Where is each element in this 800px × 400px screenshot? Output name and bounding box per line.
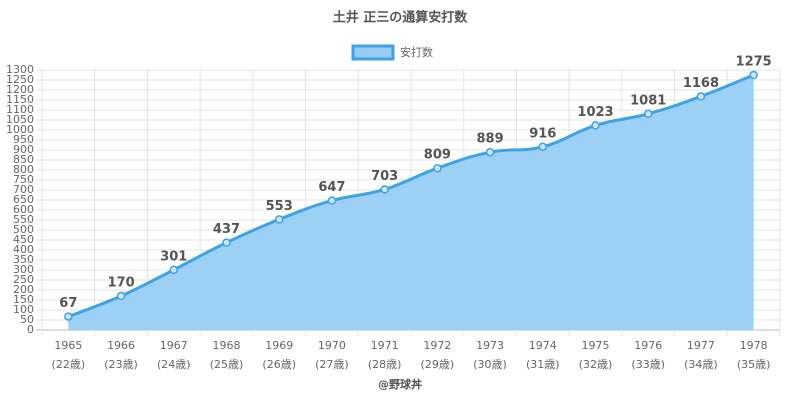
x-tick-sublabel: (25歳) xyxy=(210,358,244,371)
data-label: 301 xyxy=(160,249,187,264)
y-tick-label: 300 xyxy=(13,263,34,276)
x-tick-label: 1975 xyxy=(582,339,610,352)
y-tick-label: 850 xyxy=(13,153,34,166)
x-tick-sublabel: (31歳) xyxy=(526,358,560,371)
y-tick-label: 800 xyxy=(13,163,34,176)
point xyxy=(696,92,706,101)
y-tick-label: 750 xyxy=(13,173,34,186)
data-label: 1168 xyxy=(683,76,719,91)
x-tick-label: 1965 xyxy=(54,339,82,352)
y-tick-label: 500 xyxy=(13,223,34,236)
data-label: 889 xyxy=(477,132,504,147)
y-tick-label: 350 xyxy=(13,253,34,266)
y-tick-label: 1000 xyxy=(6,123,34,136)
y-tick-label: 550 xyxy=(13,213,34,226)
point xyxy=(327,196,337,205)
y-tick-label: 150 xyxy=(13,293,34,306)
y-tick-label: 0 xyxy=(27,323,34,336)
point xyxy=(274,215,284,224)
x-tick-label: 1968 xyxy=(213,339,241,352)
y-tick-label: 50 xyxy=(20,313,34,326)
point xyxy=(380,185,389,194)
y-tick-label: 400 xyxy=(13,243,34,256)
x-tick-sublabel: (26歳) xyxy=(262,358,296,371)
data-label: 703 xyxy=(371,169,398,184)
data-label: 1275 xyxy=(736,55,772,70)
data-label: 916 xyxy=(529,126,556,141)
y-tick-label: 1050 xyxy=(6,113,34,126)
y-tick-label: 250 xyxy=(13,273,34,286)
y-tick-label: 650 xyxy=(13,193,34,206)
x-tick-sublabel: (29歳) xyxy=(421,358,455,371)
x-tick-label: 1966 xyxy=(107,339,135,352)
y-tick-label: 1100 xyxy=(6,103,34,116)
x-tick-sublabel: (24歳) xyxy=(157,358,191,371)
x-tick-sublabel: (27歳) xyxy=(315,358,349,371)
line xyxy=(67,73,755,318)
x-tick-label: 1977 xyxy=(687,339,715,352)
y-tick-label: 200 xyxy=(13,283,34,296)
data-label: 170 xyxy=(108,276,135,291)
point xyxy=(169,265,179,275)
data-label: 553 xyxy=(266,199,293,214)
x-tick-sublabel: (23歳) xyxy=(104,358,138,371)
x-tick-label: 1970 xyxy=(318,339,346,352)
x-tick-label: 1972 xyxy=(423,339,451,352)
x-tick-sublabel: (22歳) xyxy=(52,358,86,371)
y-tick-label: 1250 xyxy=(6,73,34,86)
data-label: 1023 xyxy=(577,105,613,120)
point xyxy=(643,109,653,119)
legend-label: 安打数 xyxy=(400,45,433,59)
point xyxy=(749,70,758,80)
y-tick-label: 900 xyxy=(13,143,34,156)
point xyxy=(116,291,126,301)
y-tick-label: 100 xyxy=(13,303,34,316)
point xyxy=(64,312,73,321)
point xyxy=(222,238,231,247)
legend-swatch xyxy=(351,44,395,61)
x-tick-sublabel: (33歳) xyxy=(631,358,665,371)
x-tick-label: 1974 xyxy=(529,339,557,352)
x-tick-label: 1978 xyxy=(740,339,768,352)
area-fill xyxy=(68,75,754,330)
y-tick-label: 600 xyxy=(13,203,34,216)
y-tick-label: 1150 xyxy=(6,93,34,106)
y-tick-label: 700 xyxy=(13,183,34,196)
x-tick-label: 1971 xyxy=(371,339,399,352)
x-tick-sublabel: (28歳) xyxy=(368,358,402,371)
chart-title: 土井 正三の通算安打数 xyxy=(333,10,469,26)
x-tick-label: 1973 xyxy=(476,339,504,352)
x-tick-label: 1967 xyxy=(160,339,188,352)
data-label: 67 xyxy=(59,296,77,311)
data-label: 1081 xyxy=(630,93,666,108)
x-tick-sublabel: (35歳) xyxy=(737,358,771,371)
data-label: 437 xyxy=(213,222,240,237)
point xyxy=(591,121,600,130)
data-label: 647 xyxy=(318,180,345,195)
y-tick-label: 1300 xyxy=(6,63,34,76)
x-tick-sublabel: (30歳) xyxy=(473,358,507,371)
y-tick-label: 950 xyxy=(13,133,34,146)
x-tick-label: 1976 xyxy=(634,339,662,352)
x-tick-sublabel: (32歳) xyxy=(579,358,613,371)
x-tick-label: 1969 xyxy=(265,339,293,352)
footer: @野球丼 xyxy=(378,377,422,391)
y-tick-label: 1200 xyxy=(6,83,34,96)
point xyxy=(538,142,548,152)
y-tick-label: 450 xyxy=(13,233,34,246)
point xyxy=(433,163,442,173)
data-label: 809 xyxy=(424,148,451,163)
x-tick-sublabel: (34歳) xyxy=(684,358,718,371)
point xyxy=(485,147,495,157)
